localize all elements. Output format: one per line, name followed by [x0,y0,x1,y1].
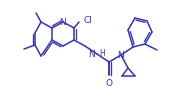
Text: N: N [118,50,124,59]
Text: N: N [60,18,66,26]
Text: Cl: Cl [84,15,93,24]
Text: N: N [88,49,95,59]
Text: H: H [99,49,105,58]
Text: O: O [105,79,113,88]
